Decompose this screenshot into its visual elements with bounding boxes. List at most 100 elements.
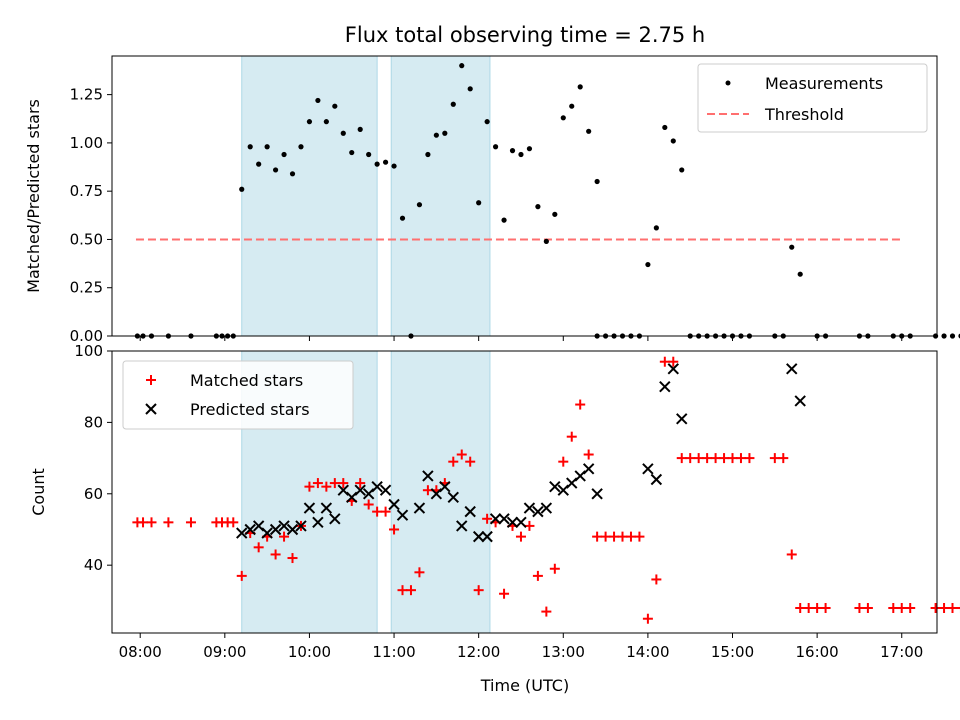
y-tick-label: 0.00 bbox=[70, 327, 103, 345]
top-legend-box bbox=[697, 63, 928, 133]
predicted-star-point bbox=[329, 513, 341, 525]
measurement-point bbox=[569, 103, 575, 109]
matched-star-point bbox=[812, 603, 823, 614]
predicted-star-point bbox=[676, 413, 688, 425]
cross-stroke-b bbox=[676, 413, 688, 425]
cross-stroke-b bbox=[422, 470, 434, 482]
matched-star-point bbox=[541, 606, 552, 617]
measurement-point bbox=[323, 119, 329, 125]
shaded-interval bbox=[390, 55, 491, 337]
matched-star-point bbox=[668, 356, 679, 367]
cross-stroke-b bbox=[582, 463, 595, 475]
predicted-star-points bbox=[236, 363, 806, 543]
measurement-point bbox=[492, 144, 499, 150]
matched-star-point bbox=[270, 549, 281, 560]
matched-star-point bbox=[735, 453, 746, 464]
predicted-star-point bbox=[506, 516, 519, 529]
x-tick-label: 10:00 bbox=[288, 643, 331, 661]
cross-stroke-b bbox=[312, 516, 324, 529]
measurement-point bbox=[298, 144, 304, 150]
predicted-star-point bbox=[269, 523, 282, 536]
matched-star-point bbox=[947, 603, 958, 614]
y-tick-label: 0.25 bbox=[70, 279, 103, 297]
measurement-point bbox=[306, 119, 313, 125]
predicted-star-point bbox=[582, 463, 595, 475]
top-y-axis-label: Matched/Predicted stars bbox=[24, 99, 43, 293]
cross-stroke-b bbox=[515, 516, 527, 529]
x-tick-label: 14:00 bbox=[626, 643, 669, 661]
predicted-star-point bbox=[667, 363, 679, 375]
matched-star-point bbox=[422, 485, 433, 496]
measurement-point bbox=[662, 124, 668, 131]
top-axes-frame bbox=[111, 55, 938, 337]
predicted-star-point bbox=[303, 502, 316, 514]
bottom-panel: 40 60 80 100 08:00 09:00 10:00 11:00 12:00 13:00… bbox=[29, 342, 960, 695]
x-tick-label: 09:00 bbox=[203, 643, 246, 661]
x-tick-label: 12:00 bbox=[457, 643, 500, 661]
cross-stroke-b bbox=[642, 463, 654, 475]
predicted-star-point bbox=[422, 470, 434, 482]
measurement-point bbox=[577, 84, 583, 90]
bottom-y-ticks: 40 60 80 100 bbox=[74, 342, 112, 574]
predicted-star-point bbox=[295, 520, 307, 532]
predicted-star-point bbox=[236, 527, 248, 539]
matched-star-point bbox=[803, 603, 814, 614]
matched-star-point bbox=[253, 542, 264, 553]
predicted-star-point bbox=[472, 530, 485, 543]
y-tick-label: 100 bbox=[74, 342, 103, 360]
matched-star-point bbox=[146, 517, 157, 528]
matched-star-point bbox=[744, 453, 755, 464]
measurement-point bbox=[543, 238, 549, 244]
cross-stroke-b bbox=[388, 498, 400, 511]
matched-star-point bbox=[524, 520, 535, 531]
measurement-point bbox=[450, 101, 456, 107]
matched-star-point bbox=[659, 356, 670, 367]
measurement-point bbox=[586, 128, 592, 134]
legend-label-predicted: Predicted stars bbox=[190, 400, 310, 419]
cross-stroke-b bbox=[481, 530, 493, 543]
cross-stroke-b bbox=[591, 488, 603, 500]
measurement-point bbox=[374, 161, 380, 167]
cross-stroke-b bbox=[439, 480, 451, 493]
cross-stroke-b bbox=[786, 363, 798, 375]
top-panel: 0.00 0.25 0.50 0.75 1.00 1.25 Matched/Predict… bbox=[24, 55, 960, 345]
predicted-star-point bbox=[388, 498, 400, 511]
predicted-star-point bbox=[261, 527, 273, 539]
matched-star-point bbox=[414, 567, 425, 578]
matched-star-point bbox=[795, 603, 806, 614]
measurement-point bbox=[467, 86, 473, 92]
x-tick-label: 16:00 bbox=[796, 643, 839, 661]
measurement-point bbox=[645, 261, 651, 268]
matched-star-point bbox=[634, 531, 645, 542]
measurement-point bbox=[264, 144, 270, 150]
measurement-point bbox=[476, 200, 482, 206]
measurement-point bbox=[416, 202, 423, 208]
measurement-point bbox=[653, 225, 659, 231]
cross-stroke-b bbox=[472, 530, 485, 543]
matched-star-point bbox=[279, 531, 290, 542]
measurement-point bbox=[509, 148, 516, 154]
cross-stroke-b bbox=[549, 480, 561, 493]
legend-marker-measurements bbox=[725, 80, 731, 86]
bottom-axes-frame bbox=[111, 350, 938, 634]
y-tick-label: 60 bbox=[84, 485, 103, 503]
measurement-point bbox=[391, 163, 397, 169]
predicted-star-point bbox=[642, 463, 654, 475]
y-tick-label: 0.75 bbox=[70, 182, 103, 200]
measurement-point bbox=[425, 151, 431, 158]
cross-stroke-b bbox=[667, 363, 679, 375]
cross-stroke-b bbox=[295, 520, 307, 532]
chart-title: Flux total observing time = 2.75 h bbox=[345, 23, 705, 47]
matched-star-point bbox=[642, 613, 653, 624]
predicted-star-point bbox=[481, 530, 493, 543]
matched-star-point bbox=[329, 478, 340, 489]
measurement-point bbox=[239, 186, 245, 192]
predicted-star-point bbox=[354, 484, 366, 496]
cross-stroke-b bbox=[489, 513, 502, 525]
matched-star-point bbox=[930, 603, 941, 614]
matched-star-point bbox=[456, 449, 467, 460]
matched-star-point bbox=[355, 478, 366, 489]
cross-stroke-b bbox=[236, 527, 248, 539]
matched-star-point bbox=[236, 570, 247, 581]
measurement-point bbox=[442, 130, 448, 136]
